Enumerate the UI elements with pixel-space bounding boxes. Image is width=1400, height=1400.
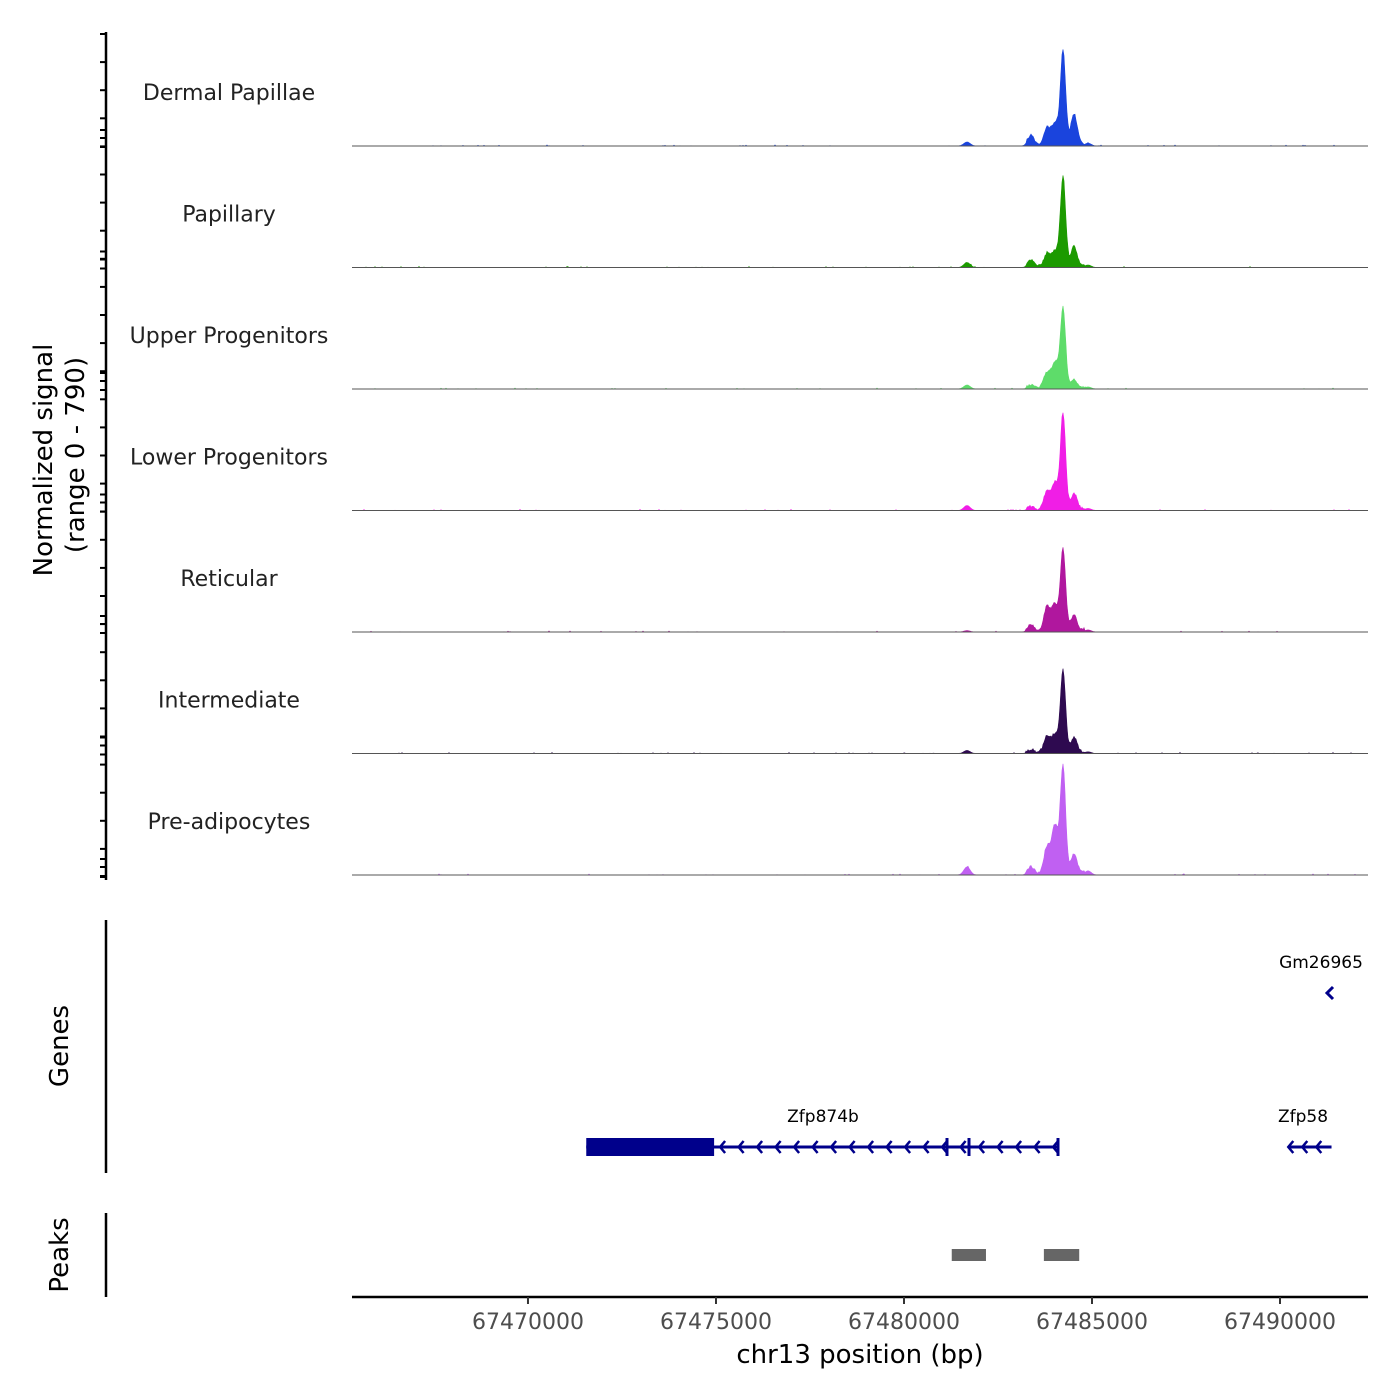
signal-area — [352, 547, 1368, 633]
strand-arrow-icon — [995, 1140, 1004, 1154]
strand-arrow-icon — [866, 1140, 875, 1154]
strand-arrow-icon — [755, 1140, 764, 1154]
signal-tracks: Dermal Papillae Papillary Upper Progenitor… — [130, 49, 1368, 876]
signal-area — [352, 668, 1368, 754]
x-tick-label: 67490000 — [1224, 1310, 1336, 1335]
strand-arrow-icon — [1051, 1140, 1060, 1154]
signal-area — [352, 763, 1368, 876]
strand-arrow-icon — [884, 1140, 893, 1154]
track-pre-adipocytes: Pre-adipocytes — [148, 763, 1368, 876]
peak-region — [951, 1249, 986, 1261]
gene-label: Zfp874b — [787, 1107, 859, 1127]
gene-zfp874b[interactable]: Zfp874b — [586, 1107, 1060, 1156]
track-label: Dermal Papillae — [143, 81, 315, 106]
strand-arrow-icon — [792, 1140, 801, 1154]
y-axis-subtitle: (range 0 - 790) — [61, 357, 91, 553]
strand-arrow-icon — [773, 1140, 782, 1154]
track-dermal-papillae: Dermal Papillae — [143, 49, 1368, 147]
strand-arrow-icon — [977, 1140, 986, 1154]
gene-zfp58[interactable]: Zfp58 — [1278, 1107, 1332, 1154]
gene-label: Zfp58 — [1278, 1107, 1328, 1127]
strand-arrow-icon — [1032, 1140, 1041, 1154]
track-label: Pre-adipocytes — [148, 810, 311, 835]
peak-region — [1043, 1249, 1080, 1261]
track-papillary: Papillary — [182, 175, 1368, 268]
track-label: Lower Progenitors — [130, 446, 328, 471]
strand-arrow-icon — [1324, 985, 1335, 1001]
track-label: Reticular — [180, 567, 278, 592]
track-label: Intermediate — [158, 689, 300, 714]
track-lower-progenitors: Lower Progenitors — [130, 412, 1368, 511]
x-axis-title: chr13 position (bp) — [736, 1340, 983, 1370]
strand-arrow-icon — [718, 1140, 727, 1154]
gene-gm26965[interactable]: Gm26965 — [1279, 953, 1363, 1001]
x-tick-label: 67470000 — [472, 1310, 584, 1335]
strand-arrow-icon — [921, 1140, 930, 1154]
strand-arrow-icon — [940, 1140, 949, 1154]
strand-arrow-icon — [1286, 1140, 1295, 1154]
x-axis-ticks: 67470000 67475000 67480000 67485000 67490000 — [472, 1297, 1336, 1335]
strand-arrow-icon — [1314, 1140, 1323, 1154]
strand-arrow-icon — [903, 1140, 912, 1154]
strand-arrow-icon — [847, 1140, 856, 1154]
strand-arrow-icon — [958, 1140, 967, 1154]
gene-label: Gm26965 — [1279, 953, 1363, 973]
x-tick-label: 67480000 — [848, 1310, 960, 1335]
y-axis-title: Normalized signal — [29, 344, 59, 577]
track-reticular: Reticular — [180, 547, 1368, 633]
strand-arrow-icon — [1300, 1140, 1309, 1154]
y-axis-ticks — [100, 33, 106, 878]
signal-area — [352, 412, 1368, 511]
peaks-track — [951, 1249, 1080, 1261]
peaks-track-label: Peaks — [45, 1217, 75, 1292]
track-upper-progenitors: Upper Progenitors — [130, 305, 1368, 390]
strand-arrow-icon — [736, 1140, 745, 1154]
exon-block — [586, 1138, 715, 1156]
signal-area — [352, 49, 1368, 147]
strand-arrow-icon — [810, 1140, 819, 1154]
strand-arrow-icon — [829, 1140, 838, 1154]
track-label: Papillary — [182, 203, 276, 228]
track-intermediate: Intermediate — [158, 668, 1368, 754]
x-tick-label: 67485000 — [1036, 1310, 1148, 1335]
strand-arrow-icon — [1014, 1140, 1023, 1154]
genes-track-label: Genes — [45, 1005, 75, 1087]
genes-track: Gm26965 Zfp874b Zfp58 — [586, 953, 1363, 1156]
signal-area — [352, 175, 1368, 268]
signal-area — [352, 305, 1368, 390]
track-label: Upper Progenitors — [130, 324, 329, 349]
x-tick-label: 67475000 — [660, 1310, 772, 1335]
